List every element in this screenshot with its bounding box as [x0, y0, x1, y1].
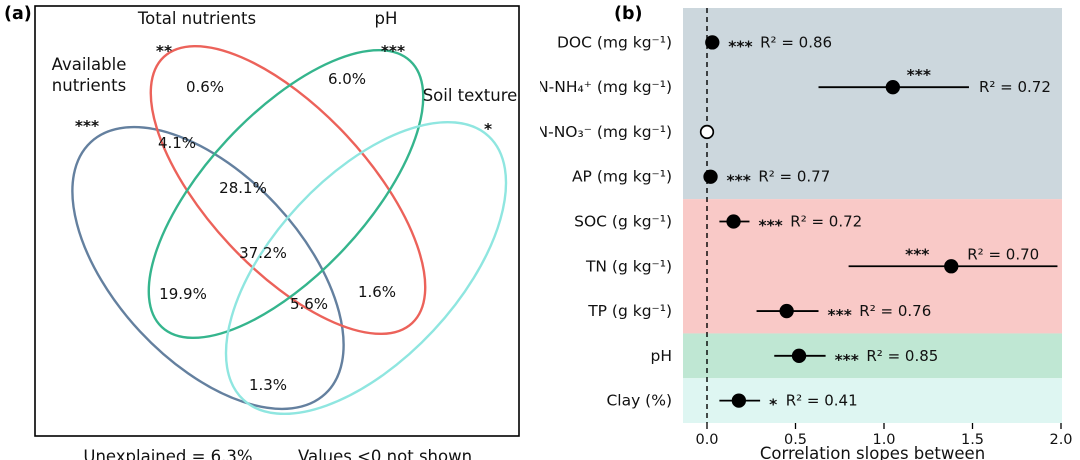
venn-footer-note: Values <0 not shown [298, 447, 472, 460]
slope-point [779, 303, 794, 319]
x-axis-title: Correlation slopes between [760, 444, 985, 460]
significance-stars: *** [907, 66, 931, 84]
row-label: pH [651, 347, 673, 365]
r-squared: R² = 0.72 [790, 213, 862, 231]
row-label: Clay (%) [606, 392, 672, 410]
venn-ellipse-0 [71, 125, 345, 411]
venn-set-name: Soil texture [423, 86, 518, 105]
r-squared: R² = 0.72 [979, 78, 1051, 96]
r-squared: R² = 0.70 [967, 245, 1039, 263]
x-axis-tick-label: 1.0 [872, 432, 895, 448]
venn-significance-stars: *** [381, 42, 405, 60]
r-squared: R² = 0.85 [866, 347, 938, 365]
slope-point [944, 259, 959, 274]
venn-set-name: Total nutrients [137, 9, 256, 28]
row-label: N-NH₄⁺ (mg kg⁻¹) [540, 78, 672, 96]
venn-frame [34, 5, 520, 437]
significance-stars: * [769, 396, 777, 414]
venn-region-value: 0.6% [186, 78, 224, 96]
venn-ellipse-1 [149, 44, 427, 336]
slope-point [705, 35, 720, 50]
venn-region-value: 1.6% [358, 283, 396, 301]
venn-set-name: pH [375, 9, 398, 28]
venn-region-value: 37.2% [239, 244, 287, 262]
venn-significance-stars: *** [75, 117, 99, 135]
r-squared: R² = 0.76 [859, 302, 931, 320]
panel-b: (b) DOC (mg kg⁻¹) *** R² = 0.86 N-NH₄⁺ (mg … [540, 0, 1080, 460]
r-squared: R² = 0.77 [758, 168, 830, 186]
slope-dot-plot: DOC (mg kg⁻¹) *** R² = 0.86 N-NH₄⁺ (mg kg⁻¹… [540, 8, 1073, 460]
x-axis-tick-label: 1.5 [961, 432, 984, 448]
significance-stars: *** [835, 351, 859, 369]
venn-set-name: nutrients [52, 76, 126, 95]
significance-stars: *** [828, 306, 852, 324]
venn-region-value: 4.1% [158, 134, 196, 152]
venn-region-value: 5.6% [290, 295, 328, 313]
x-axis-tick-label: 0.0 [695, 432, 718, 448]
panel-a-label: (a) [4, 4, 32, 24]
slope-point [731, 393, 747, 408]
venn-region-value: 1.3% [249, 376, 287, 394]
r-squared: R² = 0.41 [786, 392, 858, 410]
significance-stars: *** [758, 217, 782, 235]
row-label: DOC (mg kg⁻¹) [557, 33, 672, 51]
significance-stars: *** [728, 37, 752, 55]
slope-point-open [699, 124, 715, 140]
venn-diagram: Available nutrients *** Total nutrients ** pH… [34, 5, 520, 460]
significance-stars: *** [905, 245, 929, 263]
venn-region-value: 6.0% [328, 70, 366, 88]
significance-stars: *** [727, 172, 751, 190]
row-label: TN (g kg⁻¹) [585, 257, 672, 275]
venn-ellipse-3 [224, 120, 508, 416]
venn-significance-stars: * [484, 120, 492, 138]
row-label: SOC (g kg⁻¹) [574, 213, 672, 231]
slope-point [791, 348, 807, 363]
x-axis-tick-label: 0.5 [784, 432, 807, 448]
band-ph [683, 333, 1062, 379]
venn-region-value: 19.9% [159, 285, 207, 303]
venn-set-name: Available [52, 55, 127, 74]
venn-region-value: 28.1% [219, 179, 267, 197]
venn-significance-stars: ** [156, 42, 172, 60]
x-axis-tick-label: 2.0 [1049, 432, 1072, 448]
row-label: TP (g kg⁻¹) [587, 302, 672, 320]
panel-b-label: (b) [614, 4, 643, 24]
slope-point [885, 80, 901, 95]
row-label: AP (mg kg⁻¹) [572, 168, 672, 186]
slope-point [726, 214, 741, 229]
row-label: N-NO₃⁻ (mg kg⁻¹) [540, 123, 672, 141]
panel-a: (a) Available nutrients *** Total nutrients… [4, 4, 520, 460]
venn-ellipse-2 [147, 48, 425, 340]
slope-point [703, 169, 718, 184]
r-squared: R² = 0.86 [760, 33, 832, 51]
venn-footer-unexplained: Unexplained = 6.3% [83, 447, 252, 460]
band-available-nutrients [683, 8, 1062, 200]
